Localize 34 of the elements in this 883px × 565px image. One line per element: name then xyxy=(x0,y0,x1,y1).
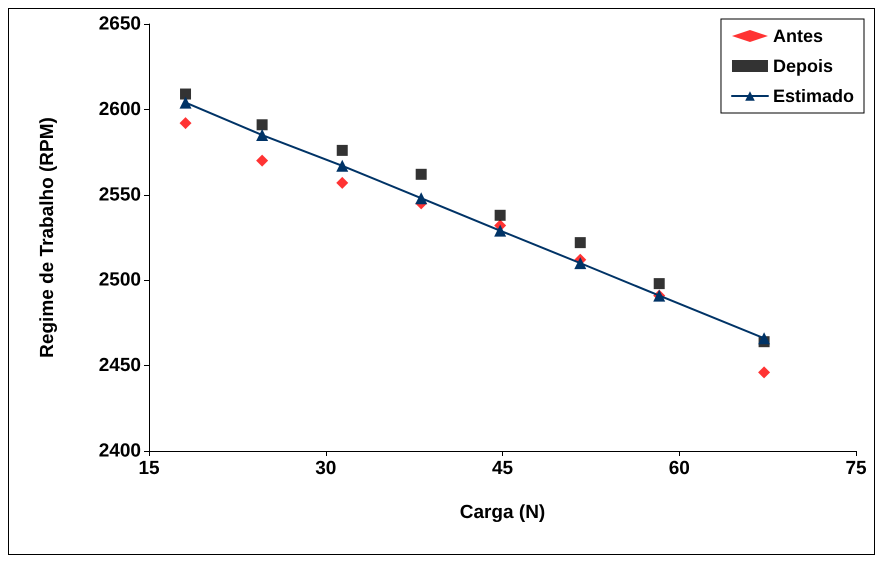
point xyxy=(180,88,192,100)
x-tick-label: 30 xyxy=(315,458,336,479)
point xyxy=(758,366,770,378)
y-tick-label: 2650 xyxy=(98,14,141,34)
point xyxy=(180,96,192,109)
point xyxy=(494,210,506,221)
x-tick-label: 75 xyxy=(845,458,867,479)
legend-label: Antes xyxy=(772,26,823,46)
x-tick-label: 45 xyxy=(492,458,514,479)
point xyxy=(336,160,348,172)
point xyxy=(574,257,586,270)
x-tick-label: 60 xyxy=(668,458,690,479)
point xyxy=(416,168,427,180)
point xyxy=(415,192,428,204)
legend-label: Depois xyxy=(772,56,833,76)
point xyxy=(494,224,506,237)
point xyxy=(256,154,268,167)
y-tick-label: 2600 xyxy=(98,98,141,120)
legend-label: Estimado xyxy=(772,86,854,106)
point xyxy=(758,332,770,344)
y-tick-label: 2550 xyxy=(98,184,141,206)
point xyxy=(336,144,348,156)
point xyxy=(256,119,268,130)
y-tick-label: 2450 xyxy=(98,355,141,376)
x-axis-title: Carga (N) xyxy=(460,502,546,523)
point xyxy=(256,129,268,142)
point xyxy=(180,117,192,130)
point xyxy=(574,237,586,248)
y-axis-title: Regime de Trabalho (RPM) xyxy=(37,117,58,358)
point xyxy=(654,278,665,290)
y-tick-label: 2500 xyxy=(98,270,141,291)
x-tick-label: 15 xyxy=(138,458,160,479)
y-tick-label: 2400 xyxy=(98,440,141,462)
point xyxy=(336,176,348,189)
